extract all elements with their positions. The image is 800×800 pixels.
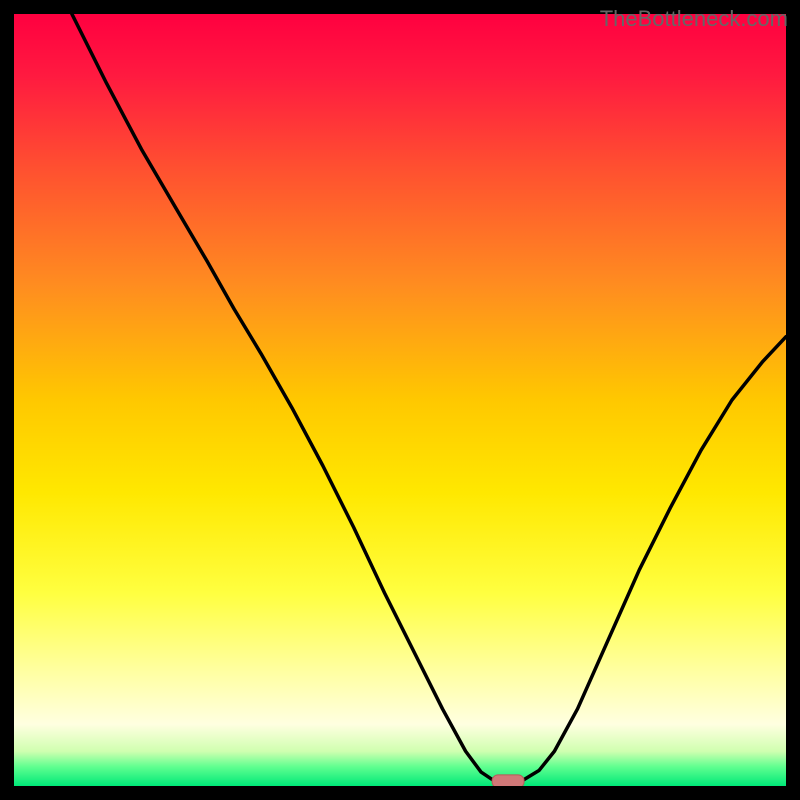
chart-plot-area (14, 14, 786, 786)
bottleneck-curve (14, 14, 786, 786)
optimal-point-marker (492, 775, 524, 786)
bottleneck-chart: TheBottleneck.com (0, 0, 800, 800)
watermark-text: TheBottleneck.com (600, 6, 788, 32)
